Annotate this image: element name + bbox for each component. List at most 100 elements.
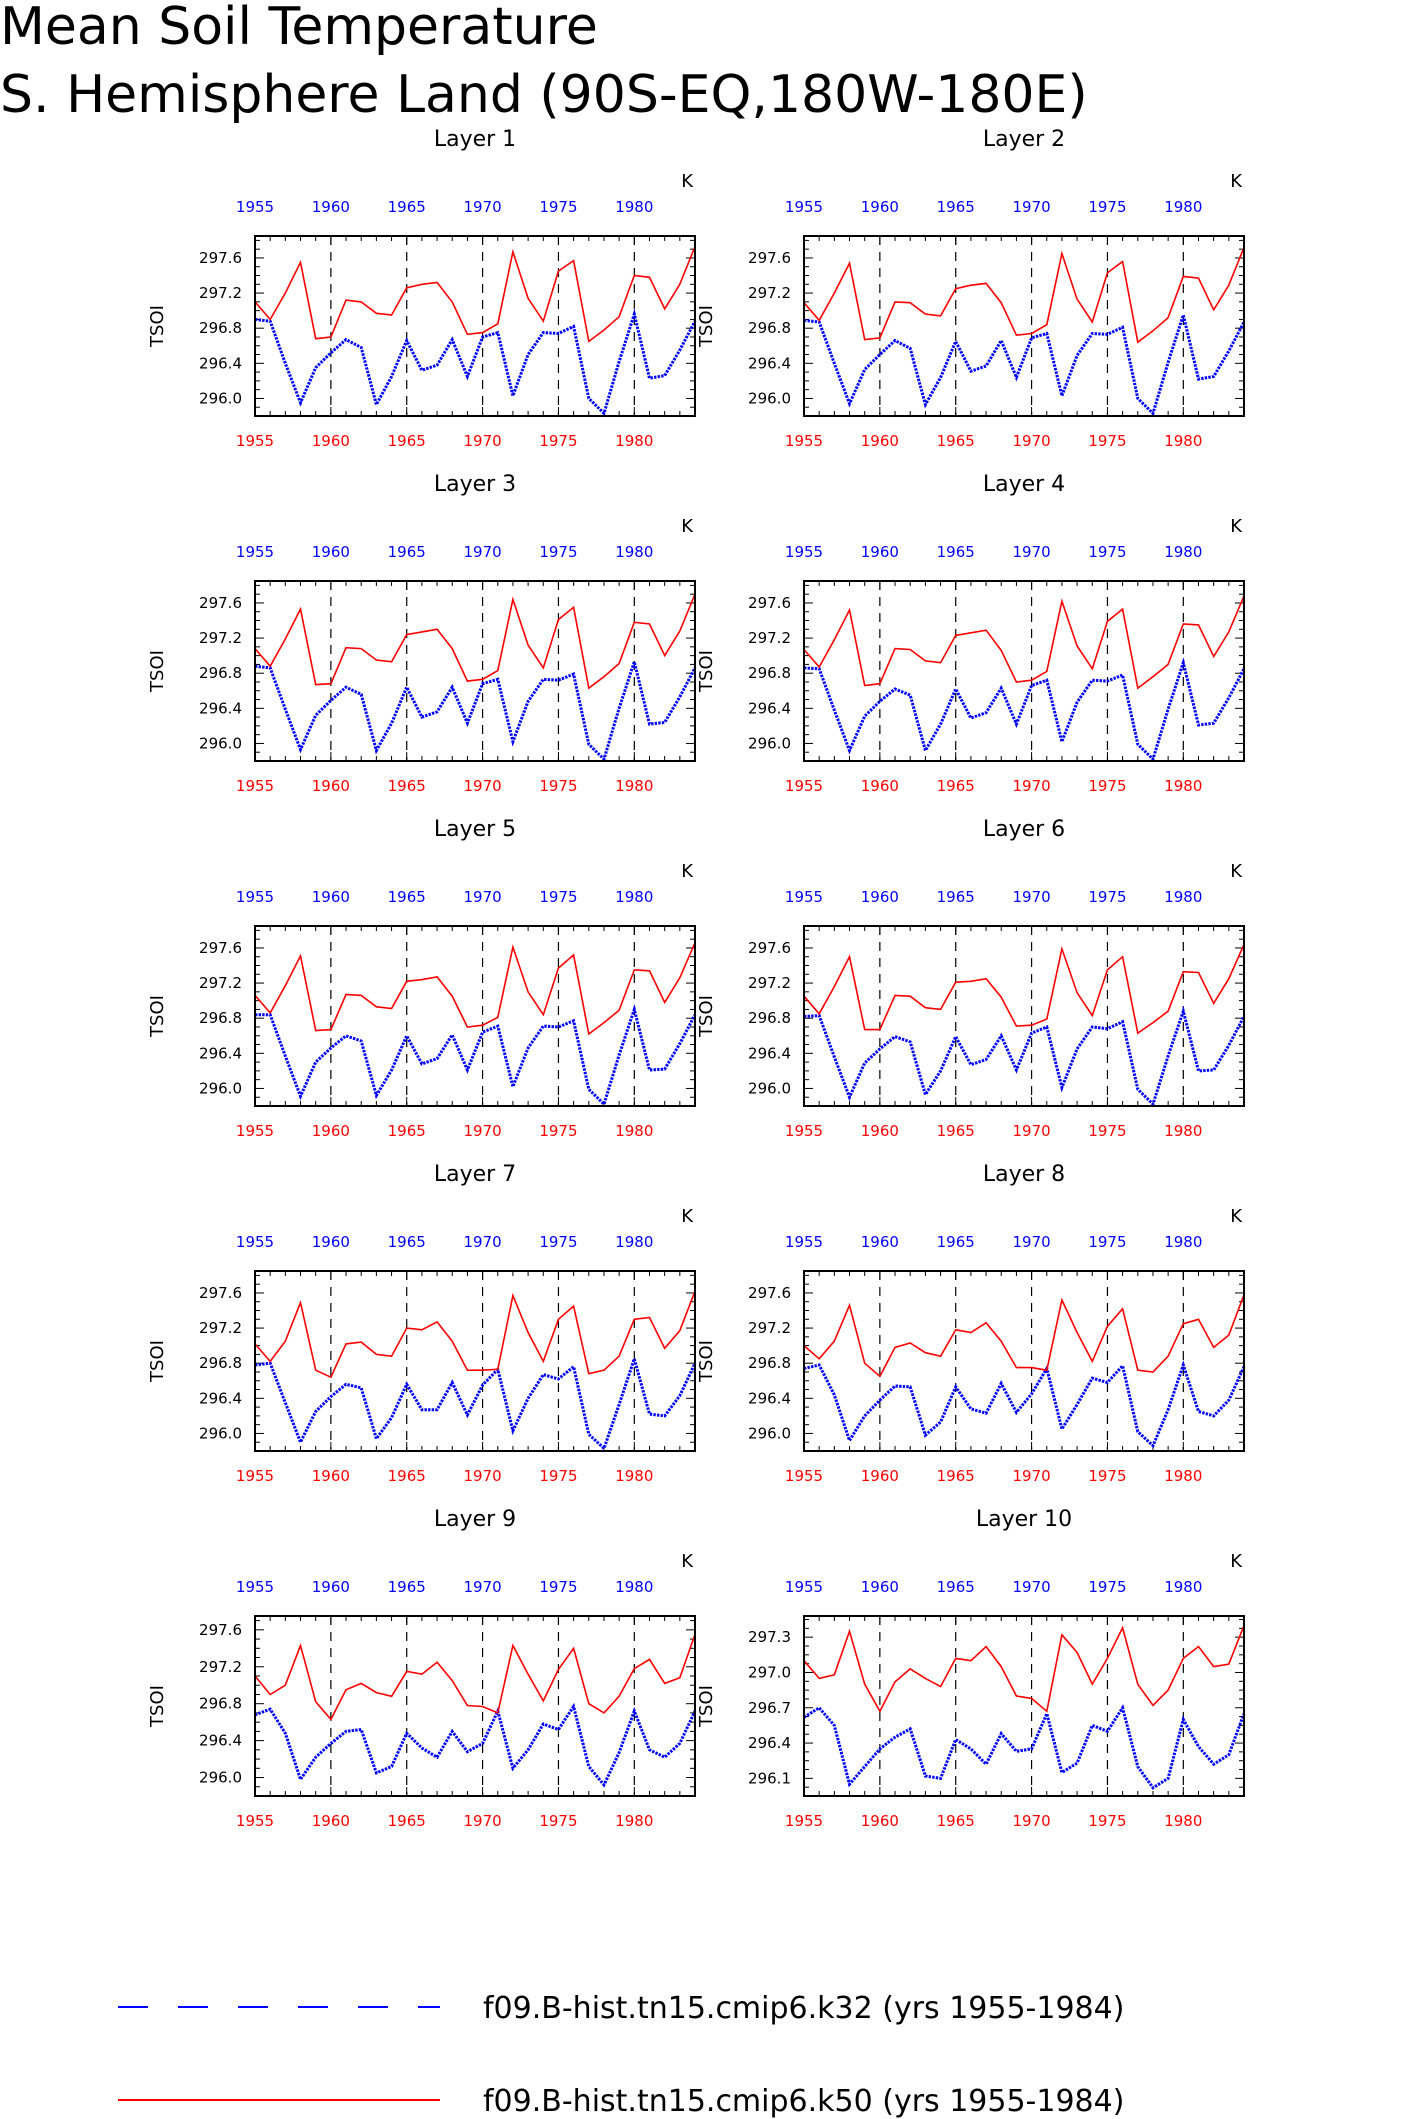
y-axis-label: TSOI [147, 1685, 168, 1728]
x-tick-label-top: 1970 [1012, 543, 1050, 561]
series-line-k32 [803, 1704, 1246, 1790]
x-tick-label-bottom: 1970 [1012, 777, 1050, 795]
panel-layer-1: Layer 1 K TSOI 1955 1955 1960 1960 1965 1965 1970… [147, 127, 697, 450]
x-tick-label-top: 1970 [463, 1233, 501, 1251]
x-tick-label-top: 1970 [463, 198, 501, 216]
x-tick-label-top: 1955 [236, 198, 274, 216]
series-line-k32 [254, 656, 697, 763]
x-tick-label-bottom: 1960 [861, 1812, 899, 1830]
y-axis-label: TSOI [696, 1340, 717, 1383]
series-line-k50 [803, 595, 1245, 690]
x-tick-label-bottom: 1965 [937, 1122, 975, 1140]
series-line-k50 [254, 1290, 696, 1379]
x-tick-label-top: 1955 [236, 1233, 274, 1251]
chart-panels: Layer 1 K TSOI 1955 1955 1960 1960 1965 1965 1970… [147, 127, 1246, 1830]
y-axis-label: TSOI [696, 1685, 717, 1728]
x-tick-label-bottom: 1970 [1012, 1812, 1050, 1830]
x-tick-label-bottom: 1960 [312, 1467, 350, 1485]
x-tick-label-top: 1975 [539, 198, 577, 216]
x-tick-label-bottom: 1955 [785, 777, 823, 795]
panel-layer-7: Layer 7 K TSOI 1955 1955 1960 1960 1965 1965 1970… [147, 1162, 697, 1485]
y-tick-label: 297.6 [748, 939, 791, 957]
x-tick-label-top: 1965 [937, 1233, 975, 1251]
y-tick-label: 297.2 [199, 284, 242, 302]
unit-label: K [681, 861, 694, 882]
x-tick-label-top: 1980 [1164, 198, 1202, 216]
x-tick-label-bottom: 1975 [539, 432, 577, 450]
y-tick-label: 297.6 [748, 594, 791, 612]
y-tick-label: 296.8 [748, 1354, 791, 1372]
y-axis-label: TSOI [696, 650, 717, 693]
y-tick-label: 296.0 [748, 1424, 791, 1442]
unit-label: K [681, 1551, 694, 1572]
unit-label: K [681, 1206, 694, 1227]
panel-title: Layer 6 [983, 817, 1065, 842]
y-axis-label: TSOI [696, 305, 717, 348]
x-tick-label-top: 1960 [312, 1578, 350, 1596]
x-tick-label-bottom: 1965 [937, 432, 975, 450]
y-tick-label: 296.4 [748, 1389, 791, 1407]
y-tick-label: 296.8 [748, 1009, 791, 1027]
series-line-k50 [254, 246, 696, 343]
x-tick-label-top: 1965 [388, 888, 426, 906]
plot-frame [803, 925, 1245, 1107]
x-tick-label-top: 1975 [1088, 543, 1126, 561]
x-tick-label-top: 1980 [615, 888, 653, 906]
x-tick-label-top: 1965 [388, 198, 426, 216]
x-tick-label-bottom: 1980 [1164, 1812, 1202, 1830]
x-tick-label-top: 1975 [539, 888, 577, 906]
plot-frame [803, 235, 1245, 417]
y-tick-label: 296.8 [199, 1695, 242, 1713]
y-tick-label: 297.2 [748, 629, 791, 647]
x-tick-label-bottom: 1955 [236, 777, 274, 795]
panel-layer-2: Layer 2 K TSOI 1955 1955 1960 1960 1965 1965 1970… [696, 127, 1246, 450]
unit-label: K [1230, 861, 1243, 882]
y-tick-label: 296.4 [199, 354, 242, 372]
y-tick-label: 296.0 [199, 1079, 242, 1097]
figure-title-line2: S. Hemisphere Land (90S-EQ,180W-180E) [0, 65, 1088, 125]
x-tick-label-top: 1980 [615, 543, 653, 561]
x-tick-label-bottom: 1960 [312, 432, 350, 450]
x-tick-label-top: 1960 [861, 543, 899, 561]
series-line-k50 [254, 942, 696, 1036]
panel-title: Layer 4 [983, 472, 1065, 497]
x-tick-label-bottom: 1970 [1012, 1122, 1050, 1140]
x-tick-label-top: 1955 [236, 888, 274, 906]
panel-layer-4: Layer 4 K TSOI 1955 1955 1960 1960 1965 1965 1970… [696, 472, 1246, 795]
x-tick-label-top: 1970 [1012, 1233, 1050, 1251]
panel-layer-3: Layer 3 K TSOI 1955 1955 1960 1960 1965 1965 1970… [147, 472, 697, 795]
panel-layer-6: Layer 6 K TSOI 1955 1955 1960 1960 1965 1965 1970… [696, 817, 1246, 1140]
x-tick-label-top: 1965 [388, 1578, 426, 1596]
x-tick-label-bottom: 1960 [312, 777, 350, 795]
x-tick-label-bottom: 1970 [463, 777, 501, 795]
x-tick-label-bottom: 1965 [937, 1467, 975, 1485]
plot-frame [254, 1270, 696, 1452]
x-tick-label-bottom: 1970 [463, 1812, 501, 1830]
x-tick-label-top: 1960 [312, 1233, 350, 1251]
x-tick-label-bottom: 1965 [388, 777, 426, 795]
y-tick-label: 297.3 [748, 1628, 791, 1646]
panel-layer-10: Layer 10 K TSOI 1955 1955 1960 1960 1965 1965 197… [696, 1507, 1246, 1830]
x-tick-label-bottom: 1970 [1012, 432, 1050, 450]
x-tick-label-top: 1955 [785, 1233, 823, 1251]
panel-title: Layer 7 [434, 1162, 516, 1187]
x-tick-label-top: 1975 [1088, 888, 1126, 906]
y-tick-label: 296.8 [748, 664, 791, 682]
x-tick-label-bottom: 1970 [463, 1467, 501, 1485]
y-tick-label: 296.4 [748, 1734, 791, 1752]
x-tick-label-bottom: 1965 [937, 1812, 975, 1830]
x-tick-label-bottom: 1955 [785, 432, 823, 450]
x-tick-label-bottom: 1980 [1164, 777, 1202, 795]
x-tick-label-bottom: 1965 [937, 777, 975, 795]
y-tick-label: 296.4 [748, 1044, 791, 1062]
x-tick-label-top: 1960 [312, 888, 350, 906]
y-tick-label: 297.6 [199, 594, 242, 612]
x-tick-label-top: 1960 [312, 543, 350, 561]
y-axis-label: TSOI [147, 1340, 168, 1383]
y-tick-label: 297.2 [199, 974, 242, 992]
y-tick-label: 297.6 [199, 1621, 242, 1639]
x-tick-label-top: 1960 [861, 1578, 899, 1596]
x-tick-label-top: 1960 [861, 198, 899, 216]
x-tick-label-bottom: 1955 [785, 1467, 823, 1485]
